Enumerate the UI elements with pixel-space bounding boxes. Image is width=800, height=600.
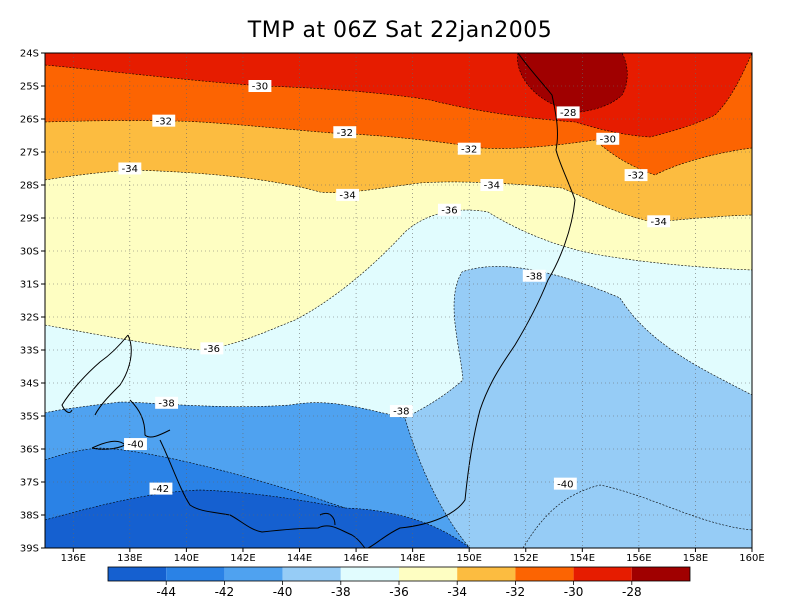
contour-label-bg xyxy=(389,405,413,418)
contour-label: -34 xyxy=(339,191,355,202)
colorbar-swatch xyxy=(166,567,225,581)
contour-fills xyxy=(45,53,752,548)
contour-label: -32 xyxy=(337,128,353,139)
contour-label: -30 xyxy=(252,82,268,93)
contour-label-bg xyxy=(553,477,577,490)
lon-tick-label: 138E xyxy=(117,553,142,564)
lat-tick-label: 25S xyxy=(20,82,39,93)
contour-label: -38 xyxy=(393,407,409,418)
lon-tick-label: 154E xyxy=(570,553,595,564)
lat-tick-label: 38S xyxy=(20,511,39,522)
contour-label: -32 xyxy=(628,171,644,182)
contour-label-bg xyxy=(149,482,173,495)
colorbar-label: -30 xyxy=(564,585,584,599)
contour-label: -38 xyxy=(526,271,542,282)
lat-tick-label: 32S xyxy=(20,313,39,324)
contour-labels: -30 -28 -32 -32 -30 -32 -34 -32 -34 -34 -36 -34 -38 -… xyxy=(118,80,671,495)
colorbar-swatch xyxy=(631,567,690,581)
contour-label-bg xyxy=(437,203,461,216)
colorbar-swatch xyxy=(399,567,458,581)
contour-label: -36 xyxy=(204,344,220,355)
lat-tick-label: 36S xyxy=(20,445,39,456)
lon-tick-label: 142E xyxy=(230,553,255,564)
contour-label: -36 xyxy=(441,205,457,216)
contour-label: -30 xyxy=(600,134,616,145)
contour-label: -32 xyxy=(156,116,172,127)
contour-label: -40 xyxy=(557,479,573,490)
colorbar-labels: -44 -42 -40 -38 -36 -34 -32 -30 -28 xyxy=(156,581,642,599)
contour-label: -32 xyxy=(461,144,477,155)
plot-frame xyxy=(44,52,753,549)
lon-tick-label: 136E xyxy=(61,553,86,564)
lon-tick-label: 146E xyxy=(343,553,368,564)
lat-tick-label: 39S xyxy=(20,544,39,555)
contour-label-bg xyxy=(152,114,176,127)
contour-label-bg xyxy=(457,142,481,155)
colorbar-swatch xyxy=(457,567,516,581)
lat-tick-label: 33S xyxy=(20,346,39,357)
colorbar-swatch xyxy=(282,567,341,581)
coastline xyxy=(61,53,576,548)
colorbar-swatch xyxy=(340,567,399,581)
fill-above-minus-28 xyxy=(517,53,628,112)
contour-label-bg xyxy=(155,396,179,409)
lat-tick-label: 24S xyxy=(20,49,39,60)
contour-label-bg xyxy=(200,342,224,355)
lat-tick-label: 34S xyxy=(20,379,39,390)
lat-tick-label: 37S xyxy=(20,478,39,489)
lat-tick-label: 28S xyxy=(20,181,39,192)
contour-label: -34 xyxy=(484,181,500,192)
contour-label: -34 xyxy=(651,217,667,228)
lat-lon-grid xyxy=(45,53,752,548)
contour-label-bg xyxy=(248,80,272,92)
map-title: TMP at 06Z Sat 22jan2005 xyxy=(247,18,553,43)
contour-label-bg xyxy=(556,106,580,119)
latitude-ticks: 24S 25S 26S 27S 28S 29S 30S 31S 32S 33S 34S 35S 36S 3… xyxy=(20,49,45,555)
lon-tick-label: 156E xyxy=(626,553,651,564)
contour-label: -42 xyxy=(153,484,169,495)
contour-label-bg xyxy=(480,179,504,191)
colorbar-swatch xyxy=(224,567,283,581)
contour-label-bg xyxy=(124,438,147,451)
colorbar-label: -36 xyxy=(389,585,409,599)
contour-label-bg xyxy=(647,215,671,228)
contour-label: -40 xyxy=(127,440,143,451)
contour-label-bg xyxy=(624,169,648,182)
lon-tick-label: 140E xyxy=(174,553,199,564)
lat-tick-label: 35S xyxy=(20,412,39,423)
longitude-ticks: 136E 138E 140E 142E 144E 146E 148E 150E 152E 154E… xyxy=(61,548,765,564)
lon-tick-label: 150E xyxy=(456,553,481,564)
contour-label-bg xyxy=(596,132,620,145)
contour-label-bg xyxy=(118,162,142,175)
contour-label: -38 xyxy=(158,398,174,409)
colorbar-label: -40 xyxy=(273,585,293,599)
lat-tick-label: 31S xyxy=(20,280,39,291)
lat-tick-label: 27S xyxy=(20,148,39,159)
contour-label-bg xyxy=(333,126,357,139)
contour-label-bg xyxy=(522,269,546,282)
lon-tick-label: 158E xyxy=(683,553,708,564)
colorbar-swatch xyxy=(108,567,167,581)
colorbar-swatch xyxy=(515,567,574,581)
lon-tick-label: 152E xyxy=(513,553,538,564)
colorbar-label: -38 xyxy=(331,585,351,599)
colorbar-label: -34 xyxy=(447,585,467,599)
contour-label: -28 xyxy=(560,108,576,119)
lat-tick-label: 26S xyxy=(20,115,39,126)
lat-tick-label: 29S xyxy=(20,214,39,225)
lat-tick-label: 30S xyxy=(20,247,39,258)
colorbar-label: -32 xyxy=(506,585,526,599)
lon-tick-label: 148E xyxy=(400,553,425,564)
lon-tick-label: 144E xyxy=(287,553,312,564)
colorbar-label: -44 xyxy=(156,585,176,599)
contour-label-bg xyxy=(336,188,360,201)
lon-tick-label: 160E xyxy=(739,553,764,564)
contour-label: -34 xyxy=(122,164,138,175)
colorbar-swatch xyxy=(573,567,632,581)
colorbar-label: -42 xyxy=(215,585,235,599)
colorbar-label: -28 xyxy=(622,585,642,599)
colorbar xyxy=(107,566,691,582)
